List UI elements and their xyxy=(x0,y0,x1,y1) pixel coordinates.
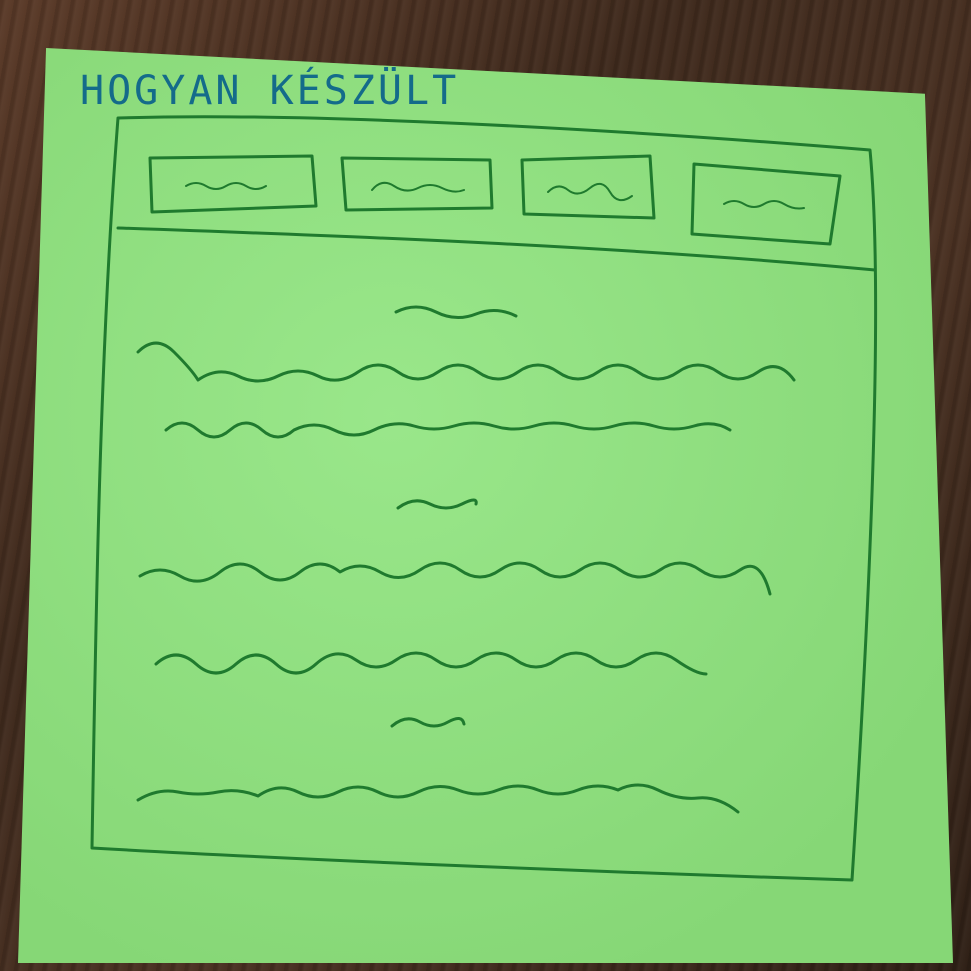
note-title: HOGYAN KÉSZÜLT xyxy=(80,68,460,114)
sketch-tab-4 xyxy=(690,162,842,246)
sketch-heading-1 xyxy=(394,305,518,319)
sticky-note xyxy=(18,48,953,963)
sketch-line-2 xyxy=(164,421,732,439)
sketch-tab-3 xyxy=(520,154,656,220)
sketch-header-divider xyxy=(116,226,877,272)
sketch-body-scribbles xyxy=(136,305,796,814)
sketch-frame xyxy=(90,115,878,882)
sketch-heading-2 xyxy=(396,498,478,510)
sketch-line-1 xyxy=(136,341,796,383)
sketch-tab-1 xyxy=(148,154,318,214)
note-shading xyxy=(18,48,953,963)
sketch-line-5 xyxy=(136,783,740,814)
sketch-line-4 xyxy=(154,651,708,676)
sketch-line-3 xyxy=(138,561,772,596)
sketch-tab-2 xyxy=(340,156,494,212)
sketch-heading-3 xyxy=(390,717,466,728)
